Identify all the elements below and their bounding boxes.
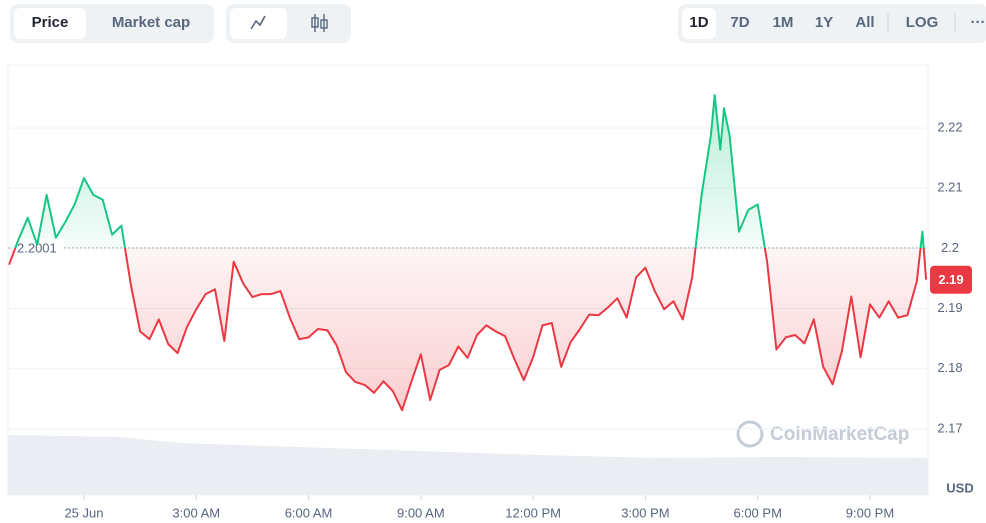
range-button[interactable]: 1D xyxy=(689,14,708,31)
x-tick-label: 3:00 PM xyxy=(621,505,669,520)
unit-label: USD xyxy=(946,480,973,495)
reference-label: 2.2001 xyxy=(17,240,57,255)
x-tick-label: 6:00 PM xyxy=(733,505,781,520)
y-tick-label: 2.17 xyxy=(937,420,962,435)
range-button[interactable]: 1Y xyxy=(815,14,833,31)
y-tick-label: 2.21 xyxy=(937,180,962,195)
range-button[interactable]: 1M xyxy=(773,14,794,31)
price-line xyxy=(8,94,928,412)
x-tick-label: 12:00 PM xyxy=(505,505,561,520)
y-tick-label: 2.18 xyxy=(937,360,962,375)
x-tick-label: 25 Jun xyxy=(64,505,103,520)
y-tick-label: 2.2 xyxy=(941,240,959,255)
tab[interactable]: Market cap xyxy=(112,14,190,31)
x-tick-label: 9:00 PM xyxy=(846,505,894,520)
volume-area xyxy=(8,435,928,495)
area-fill xyxy=(9,95,927,411)
range-group xyxy=(678,4,986,43)
toolbar: Price Market cap 1D 7D 1M 1Y All LOG ··· xyxy=(10,4,986,43)
watermark-text: CoinMarketCap xyxy=(770,424,909,445)
line-icon xyxy=(250,15,266,30)
current-price-label: 2.19 xyxy=(938,272,963,287)
log-button[interactable]: LOG xyxy=(906,14,939,31)
tab[interactable]: Price xyxy=(32,14,69,31)
y-tick-label: 2.22 xyxy=(937,120,962,135)
more-button[interactable]: ··· xyxy=(971,14,986,31)
reference-label-bg xyxy=(12,238,64,255)
candle-icon[interactable] xyxy=(311,14,328,32)
watermark: CoinMarketCap xyxy=(736,420,909,448)
y-tick-label: 2.19 xyxy=(937,300,962,315)
x-tick-label: 9:00 AM xyxy=(397,505,445,520)
current-price-badge xyxy=(930,265,972,294)
range-button[interactable]: All xyxy=(855,14,874,31)
range-button[interactable]: 7D xyxy=(730,14,749,31)
range-active xyxy=(682,8,716,39)
x-tick-label: 3:00 AM xyxy=(172,505,220,520)
tab-active xyxy=(14,8,86,39)
x-tick-label: 6:00 AM xyxy=(285,505,333,520)
